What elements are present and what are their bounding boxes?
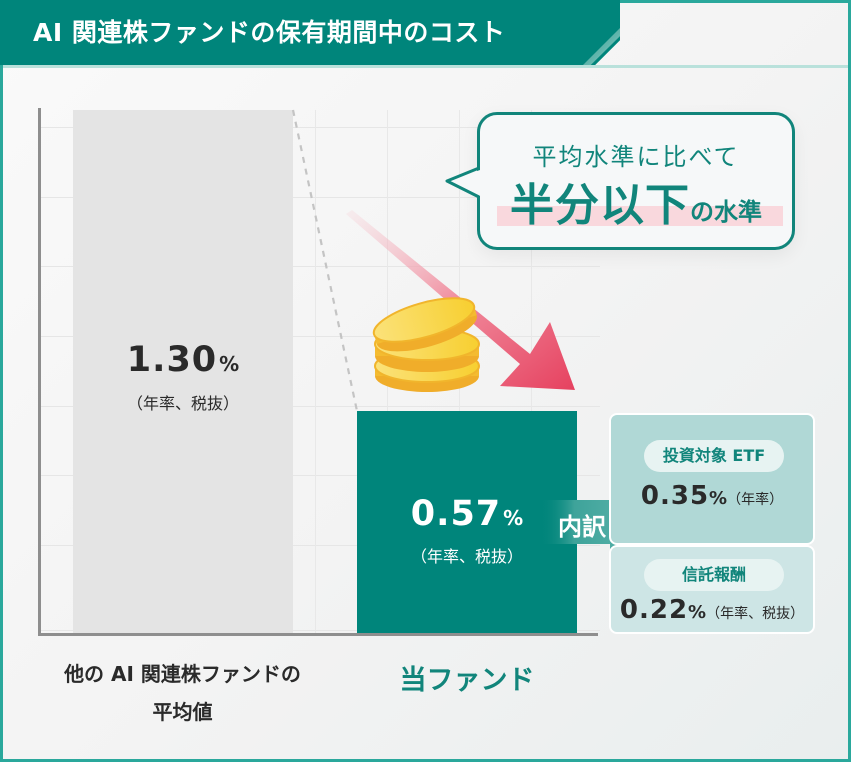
- category-label-average: 他の AI 関連株ファンドの 平均値: [30, 655, 335, 731]
- value-unit: %: [688, 602, 707, 623]
- value-number: 0.35: [640, 481, 710, 511]
- callout-highlight: [497, 206, 783, 226]
- value-number: 0.22: [619, 595, 689, 625]
- bar-fund-note: （年率、税抜）: [410, 547, 523, 566]
- card-value: 0.35%（年率）: [611, 481, 813, 511]
- callout-emphasis: 半分以下: [510, 180, 690, 231]
- value-unit: %: [503, 506, 524, 530]
- callout-line2: 半分以下の水準: [480, 169, 792, 233]
- category-label-line: 平均値: [152, 700, 213, 724]
- title-divider: [3, 65, 848, 68]
- category-label-fund: 当ファンド: [399, 665, 535, 696]
- y-axis: [38, 108, 41, 636]
- card-label: 投資対象 ETF: [644, 440, 784, 472]
- callout-suffix: の水準: [690, 198, 762, 226]
- bar-average: [73, 110, 293, 634]
- x-axis: [318, 633, 598, 636]
- grid-line: [40, 545, 600, 546]
- value-note: （年率、税抜）: [706, 606, 805, 622]
- card-label: 信託報酬: [644, 559, 784, 591]
- title-banner: [0, 0, 620, 65]
- value-number: 1.30: [126, 340, 218, 380]
- breakdown-card-etf: 投資対象 ETF 0.35%（年率）: [609, 413, 815, 545]
- value-note: （年率）: [727, 492, 784, 508]
- value-unit: %: [709, 488, 728, 509]
- breakdown-label: 内訳: [558, 513, 606, 541]
- value-unit: %: [219, 352, 240, 376]
- grid-line: [40, 475, 600, 476]
- bar-fund-value: 0.57%: [357, 494, 577, 534]
- callout-line1: 平均水準に比べて: [532, 143, 740, 171]
- callout-bubble: 平均水準に比べて 半分以下の水準: [477, 112, 795, 250]
- x-axis: [38, 633, 318, 636]
- category-label-line: 他の AI 関連株ファンドの: [64, 662, 301, 686]
- breakdown-card-trust-fee: 信託報酬 0.22%（年率、税抜）: [609, 545, 815, 634]
- grid-line: [40, 630, 600, 631]
- bar-average-value: 1.30%: [73, 340, 293, 380]
- page-title: AI 関連株ファンドの保有期間中のコスト: [33, 18, 506, 47]
- bar-average-note: （年率、税抜）: [126, 394, 239, 413]
- card-value: 0.22%（年率、税抜）: [611, 595, 813, 625]
- grid-line: [315, 110, 316, 634]
- value-number: 0.57: [410, 494, 502, 534]
